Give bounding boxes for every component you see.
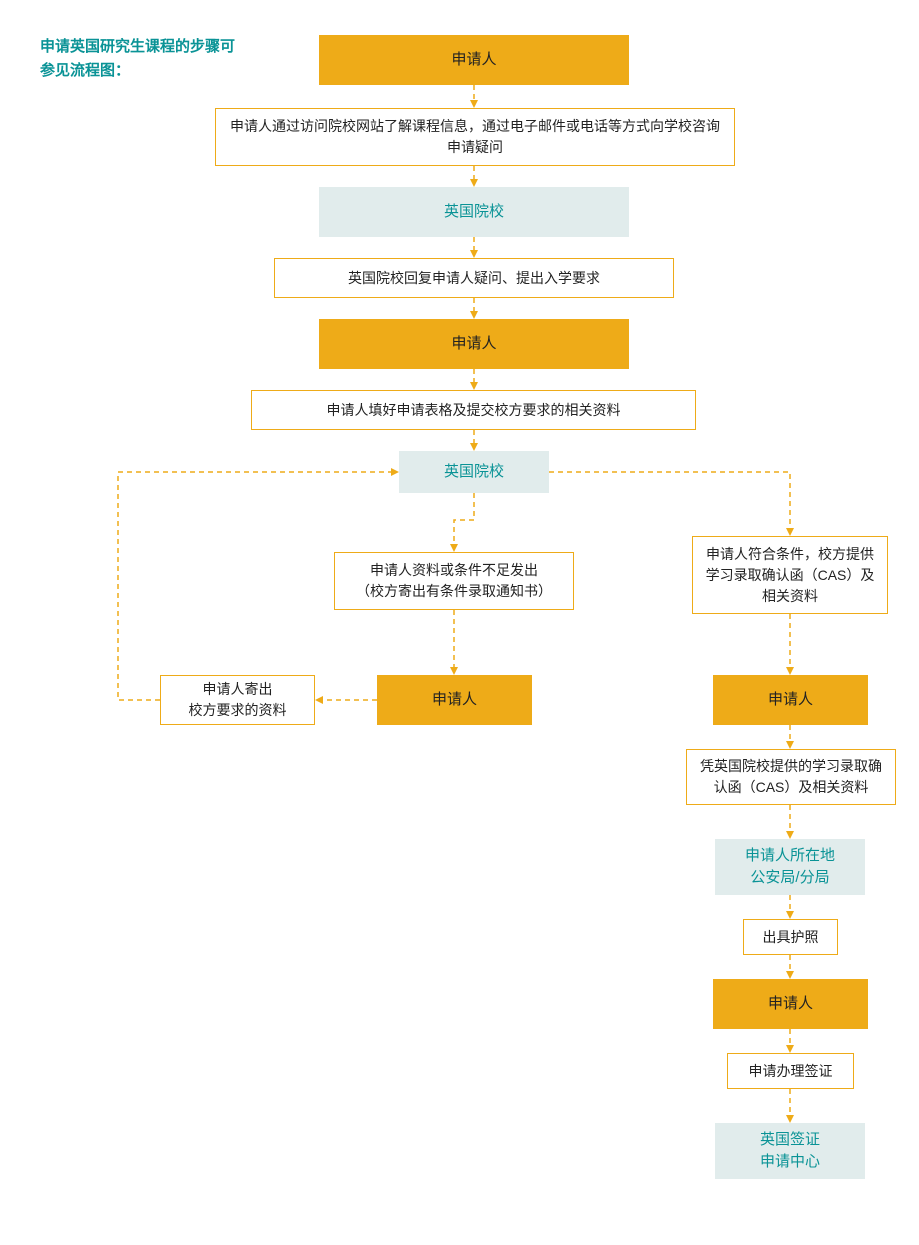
node-text: 申请人 xyxy=(768,689,813,712)
node-inquiry: 申请人通过访问院校网站了解课程信息，通过电子邮件或电话等方式向学校咨询申请疑问 xyxy=(215,108,735,166)
node-text: 申请人通过访问院校网站了解课程信息，通过电子邮件或电话等方式向学校咨询申请疑问 xyxy=(228,116,722,158)
node-police-bureau: 申请人所在地 公安局/分局 xyxy=(715,839,865,895)
node-with-cas: 凭英国院校提供的学习录取确认函（CAS）及相关资料 xyxy=(686,749,896,805)
node-uk-school-1: 英国院校 xyxy=(319,187,629,237)
node-text: 申请人 xyxy=(768,993,813,1016)
node-text: 英国院校回复申请人疑问、提出入学要求 xyxy=(348,268,600,289)
node-text: 申请人寄出 校方要求的资料 xyxy=(189,679,287,721)
node-conditional-offer: 申请人资料或条件不足发出 （校方寄出有条件录取通知书） xyxy=(334,552,574,610)
node-text: 申请人 xyxy=(451,333,496,356)
node-visa-center: 英国签证 申请中心 xyxy=(715,1123,865,1179)
node-text: 申请人 xyxy=(432,689,477,712)
title-line1: 申请英国研究生课程的步骤可 xyxy=(40,38,235,55)
node-text: 申请人符合条件，校方提供学习录取确认函（CAS）及相关资料 xyxy=(705,544,875,607)
node-text: 申请人 xyxy=(451,49,496,72)
node-send-materials: 申请人寄出 校方要求的资料 xyxy=(160,675,315,725)
node-text: 英国签证 申请中心 xyxy=(760,1129,820,1174)
node-text: 凭英国院校提供的学习录取确认函（CAS）及相关资料 xyxy=(699,756,883,798)
node-applicant-2: 申请人 xyxy=(319,319,629,369)
title-line2: 参见流程图： xyxy=(40,62,130,79)
node-text: 申请人所在地 公安局/分局 xyxy=(745,845,835,890)
node-applicant-4: 申请人 xyxy=(713,675,868,725)
node-applicant-3: 申请人 xyxy=(377,675,532,725)
node-uk-school-2: 英国院校 xyxy=(399,451,549,493)
node-apply-visa: 申请办理签证 xyxy=(727,1053,854,1089)
node-text: 出具护照 xyxy=(763,927,819,948)
node-applicant-1: 申请人 xyxy=(319,35,629,85)
node-applicant-5: 申请人 xyxy=(713,979,868,1029)
page-title: 申请英国研究生课程的步骤可 参见流程图： xyxy=(40,35,260,83)
node-text: 英国院校 xyxy=(444,461,504,484)
node-issue-passport: 出具护照 xyxy=(743,919,838,955)
node-submit-forms: 申请人填好申请表格及提交校方要求的相关资料 xyxy=(251,390,696,430)
node-text: 申请办理签证 xyxy=(749,1061,833,1082)
node-text: 申请人填好申请表格及提交校方要求的相关资料 xyxy=(327,400,621,421)
node-school-reply: 英国院校回复申请人疑问、提出入学要求 xyxy=(274,258,674,298)
node-cas-offer: 申请人符合条件，校方提供学习录取确认函（CAS）及相关资料 xyxy=(692,536,888,614)
node-text: 申请人资料或条件不足发出 （校方寄出有条件录取通知书） xyxy=(356,560,552,602)
node-text: 英国院校 xyxy=(444,201,504,224)
